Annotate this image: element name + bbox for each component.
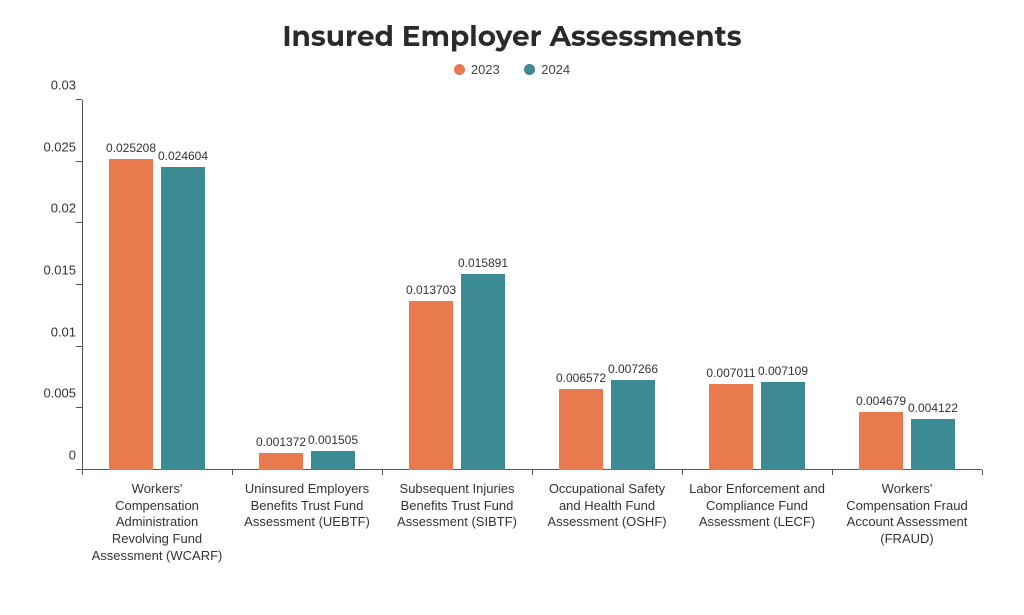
y-tick-label: 0.005	[43, 386, 76, 401]
bar-value-label: 0.006572	[556, 371, 606, 385]
x-axis-label: Workers' Compensation Administration Rev…	[82, 475, 232, 580]
bar-value-label: 0.007109	[758, 364, 808, 378]
legend-swatch-2024	[524, 64, 535, 75]
x-tick-mark	[382, 470, 383, 475]
bar-2023: 0.001372	[259, 453, 303, 470]
x-axis-label: Uninsured Employers Benefits Trust Fund …	[232, 475, 382, 580]
bar-value-label: 0.001505	[308, 433, 358, 447]
bar-value-label: 0.024604	[158, 149, 208, 163]
bar-value-label: 0.013703	[406, 283, 456, 297]
bar-2024: 0.007109	[761, 382, 805, 470]
x-axis-label: Subsequent Injuries Benefits Trust Fund …	[382, 475, 532, 580]
bar-group: 0.0137030.015891	[382, 100, 532, 470]
bar-group: 0.0013720.001505	[232, 100, 382, 470]
y-tick-mark	[76, 346, 82, 347]
bar-group: 0.0046790.004122	[832, 100, 982, 470]
bar-2023: 0.004679	[859, 412, 903, 470]
y-tick-mark	[76, 99, 82, 100]
x-tick-mark	[82, 470, 83, 475]
bar-2024: 0.007266	[611, 380, 655, 470]
bar-group: 0.0252080.024604	[82, 100, 232, 470]
x-tick-mark	[532, 470, 533, 475]
y-tick-label: 0.03	[51, 78, 76, 93]
y-tick-mark	[76, 407, 82, 408]
x-axis-label: Labor Enforcement and Compliance Fund As…	[682, 475, 832, 580]
x-tick-mark	[982, 470, 983, 475]
legend-label-2024: 2024	[541, 62, 570, 77]
x-tick-mark	[232, 470, 233, 475]
bar-value-label: 0.004122	[908, 401, 958, 415]
legend-label-2023: 2023	[471, 62, 500, 77]
bar-value-label: 0.007011	[706, 366, 755, 380]
bar-2024: 0.004122	[911, 419, 955, 470]
x-axis-label: Workers' Compensation Fraud Account Asse…	[832, 475, 982, 580]
bar-2023: 0.007011	[709, 384, 753, 470]
y-tick-label: 0.02	[51, 201, 76, 216]
bar-group: 0.0065720.007266	[532, 100, 682, 470]
bar-2024: 0.001505	[311, 451, 355, 470]
legend-item-2024: 2024	[524, 62, 570, 77]
bar-value-label: 0.015891	[458, 256, 508, 270]
x-tick-mark	[832, 470, 833, 475]
y-tick-label: 0	[69, 448, 76, 463]
bar-2024: 0.024604	[161, 167, 205, 470]
bar-2024: 0.015891	[461, 274, 505, 470]
y-tick-mark	[76, 161, 82, 162]
bar-2023: 0.013703	[409, 301, 453, 470]
legend-item-2023: 2023	[454, 62, 500, 77]
bar-value-label: 0.007266	[608, 362, 658, 376]
bar-2023: 0.025208	[109, 159, 153, 470]
y-tick-label: 0.015	[43, 263, 76, 278]
x-tick-mark	[682, 470, 683, 475]
bar-2023: 0.006572	[559, 389, 603, 470]
x-axis-label: Occupational Safety and Health Fund Asse…	[532, 475, 682, 580]
y-tick-mark	[76, 284, 82, 285]
bar-value-label: 0.004679	[856, 394, 906, 408]
chart-legend: 2023 2024	[30, 62, 994, 80]
y-tick-mark	[76, 222, 82, 223]
bar-value-label: 0.025208	[106, 141, 156, 155]
chart-title: Insured Employer Assessments	[30, 20, 994, 54]
x-axis-labels: Workers' Compensation Administration Rev…	[82, 475, 982, 580]
chart-area: 0.0252080.0246040.0013720.0015050.013703…	[32, 90, 992, 580]
bar-groups: 0.0252080.0246040.0013720.0015050.013703…	[82, 100, 982, 470]
bar-group: 0.0070110.007109	[682, 100, 832, 470]
plot-area: 0.0252080.0246040.0013720.0015050.013703…	[82, 100, 982, 470]
y-tick-label: 0.01	[51, 324, 76, 339]
bar-value-label: 0.001372	[256, 435, 306, 449]
y-tick-label: 0.025	[43, 139, 76, 154]
legend-swatch-2023	[454, 64, 465, 75]
